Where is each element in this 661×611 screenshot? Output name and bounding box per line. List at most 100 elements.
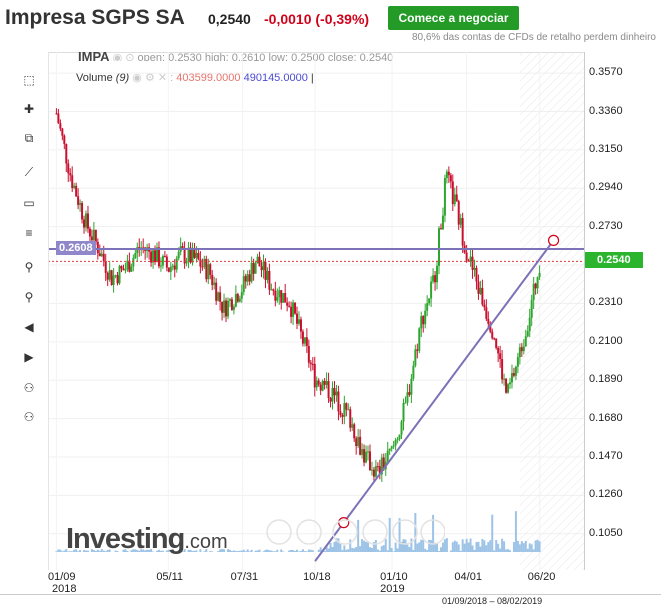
candle-body <box>353 424 356 439</box>
candle-body <box>447 171 450 176</box>
volume-bar <box>292 550 295 552</box>
volume-bar <box>296 549 299 552</box>
volume-bar <box>337 538 340 552</box>
chart-area[interactable] <box>0 52 584 571</box>
candle-body <box>438 228 441 266</box>
candle-body <box>71 175 74 188</box>
y-tick-label: 0.3150 <box>589 142 623 155</box>
volume-bar <box>384 538 387 552</box>
high-label: high: <box>204 52 229 61</box>
volume-bar <box>516 540 519 552</box>
fib-icon[interactable]: ≡ <box>25 226 33 240</box>
candle-body <box>532 283 535 301</box>
legend-settings-icons[interactable]: ◉ ⊙ <box>112 52 138 61</box>
crosshair-icon[interactable]: ✚ <box>23 102 35 116</box>
open-label: open: <box>137 52 166 61</box>
candle-body <box>516 357 519 367</box>
candle-body <box>392 445 395 447</box>
candle-body <box>428 298 431 304</box>
volume-bar <box>228 549 231 552</box>
volume-bar <box>124 549 127 552</box>
volume-bar <box>242 549 245 552</box>
chart-navigation[interactable] <box>265 518 445 550</box>
candle-body <box>278 290 281 298</box>
volume-bar <box>73 549 76 552</box>
volume-bar <box>299 550 302 552</box>
price-chart[interactable] <box>48 52 584 570</box>
scroll-left-nav-icon[interactable] <box>266 519 292 545</box>
candle-body <box>508 382 511 385</box>
magnet-icon[interactable]: ⚇ <box>23 410 35 424</box>
candle-body <box>299 319 302 332</box>
scroll-left-icon[interactable]: ◀ <box>24 320 34 334</box>
candle-body <box>441 215 444 230</box>
y-tick-label: 0.2100 <box>589 334 623 347</box>
candle-body <box>252 262 255 274</box>
candle-body <box>108 270 111 280</box>
scroll-right-nav-icon[interactable] <box>420 519 445 545</box>
volume-bar <box>439 547 442 552</box>
volume-bar <box>264 549 267 552</box>
volume-bar <box>165 550 168 552</box>
add-person-icon[interactable]: ⚇ <box>23 381 35 395</box>
volume-bar <box>329 542 332 552</box>
volume-bar <box>359 546 362 552</box>
rectangle-icon[interactable]: ▭ <box>23 196 35 210</box>
volume-bar <box>303 551 306 552</box>
candle-body <box>404 402 407 404</box>
zoom-in-icon[interactable]: ⚲ <box>24 260 34 274</box>
candle-body <box>443 178 446 216</box>
candle-body <box>420 316 423 329</box>
close-icon[interactable]: ✕ <box>157 72 168 84</box>
future-area <box>520 52 584 570</box>
zoom-in-nav-icon[interactable] <box>362 519 388 545</box>
start-trading-button[interactable]: Comece a negociar <box>388 6 519 30</box>
trendline[interactable] <box>314 239 555 562</box>
copy-icon[interactable]: ⧉ <box>24 130 34 145</box>
volume-bar <box>187 549 190 552</box>
volume-bar <box>487 542 490 552</box>
candle-body <box>130 266 133 272</box>
current-price-badge: 0.2540 <box>585 252 643 269</box>
candle-body <box>368 451 371 471</box>
candle-body <box>244 276 247 282</box>
trendline-handle-end[interactable] <box>547 234 560 246</box>
volume-bar <box>493 550 496 552</box>
scroll-right-icon[interactable]: ▶ <box>24 350 34 364</box>
candle-body <box>292 302 295 317</box>
candle-body <box>240 292 243 299</box>
volume-bar <box>412 549 415 552</box>
candle-body <box>345 403 348 410</box>
y-tick-label: 0.2730 <box>589 219 623 232</box>
eye-icon[interactable]: ◉ <box>132 72 142 84</box>
settings-icon[interactable]: ⚙ <box>144 72 155 84</box>
cursor-icon[interactable]: ⬚ <box>23 73 35 87</box>
candle-body <box>457 201 460 225</box>
volume-bar <box>507 549 510 552</box>
volume-bar <box>455 541 458 552</box>
price-axis[interactable] <box>584 52 661 570</box>
candle-body <box>183 247 186 264</box>
volume-bar <box>67 551 70 552</box>
volume-bar <box>323 550 326 552</box>
volume-bar <box>270 550 273 552</box>
candle-body <box>453 194 456 205</box>
volume-bar <box>445 538 448 552</box>
candle-body <box>536 277 539 289</box>
y-tick-label: 0.1470 <box>589 449 623 462</box>
candle-body <box>124 269 127 271</box>
volume-bar <box>481 538 484 552</box>
line-icon[interactable]: ⟋ <box>24 164 34 179</box>
volume-bar <box>126 550 129 552</box>
volume-bar <box>86 550 89 552</box>
zoom-out-icon[interactable]: ⚲ <box>24 290 34 304</box>
volume-bar <box>272 551 275 552</box>
zoom-out-nav-icon[interactable] <box>332 519 358 545</box>
volume-bar <box>96 549 99 552</box>
candle-body <box>512 373 515 376</box>
candle-body <box>499 353 502 360</box>
volume-bar <box>408 547 411 552</box>
scroll-forward-nav-icon[interactable] <box>392 519 418 545</box>
candle-body <box>92 229 95 241</box>
scroll-back-nav-icon[interactable] <box>296 519 322 545</box>
